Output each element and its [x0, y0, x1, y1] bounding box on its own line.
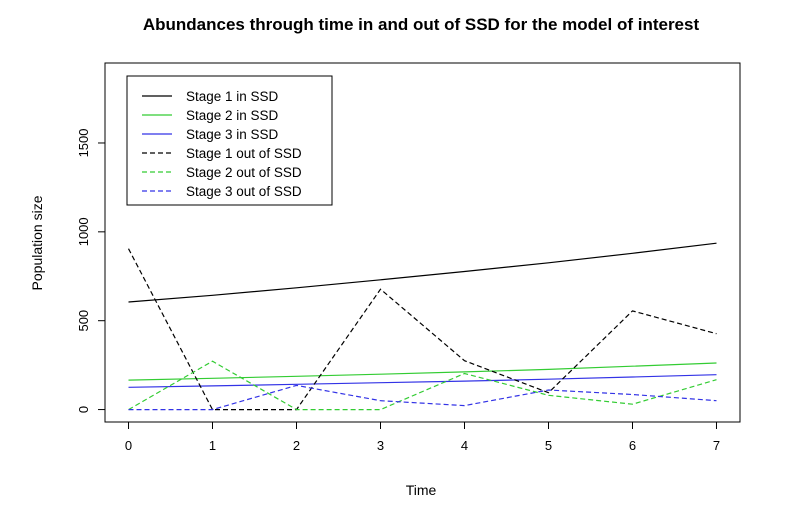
x-tick-label: 7 [713, 438, 720, 453]
legend-label: Stage 3 in SSD [186, 127, 279, 142]
series-line-stage-3-out-of-ssd [128, 384, 717, 411]
y-tick-label: 1500 [76, 129, 91, 158]
y-tick-label: 500 [76, 310, 91, 332]
x-axis: 0 1 2 3 4 5 6 7 [125, 421, 720, 453]
x-tick-label: 4 [461, 438, 468, 453]
series-line-stage-1-in-ssd [128, 242, 717, 303]
legend: Stage 1 in SSD Stage 2 in SSD Stage 3 in S… [126, 75, 333, 206]
legend-label: Stage 1 out of SSD [186, 146, 302, 161]
series-line-stage-2-out-of-ssd [128, 360, 717, 411]
x-tick-label: 3 [377, 438, 384, 453]
series-line-stage-1-out-of-ssd [127, 248, 717, 411]
legend-label: Stage 2 in SSD [186, 108, 279, 123]
x-tick-label: 5 [545, 438, 552, 453]
y-axis-label: Population size [29, 195, 45, 290]
y-tick-label: 1000 [76, 217, 91, 246]
legend-box [126, 75, 333, 206]
legend-label: Stage 2 out of SSD [186, 165, 302, 180]
legend-label: Stage 1 in SSD [186, 89, 279, 104]
x-tick-label: 6 [629, 438, 636, 453]
x-axis-label: Time [406, 482, 437, 498]
y-axis: 0 500 1000 1500 [76, 129, 106, 413]
legend-label: Stage 3 out of SSD [186, 184, 302, 199]
chart-title: Abundances through time in and out of SS… [143, 15, 700, 34]
series-layer [127, 242, 717, 411]
series-line-stage-3-in-ssd [128, 374, 717, 388]
x-tick-label: 1 [209, 438, 216, 453]
series-line-stage-2-in-ssd [128, 362, 717, 381]
x-tick-label: 0 [125, 438, 132, 453]
x-tick-label: 2 [293, 438, 300, 453]
y-tick-label: 0 [76, 406, 91, 413]
